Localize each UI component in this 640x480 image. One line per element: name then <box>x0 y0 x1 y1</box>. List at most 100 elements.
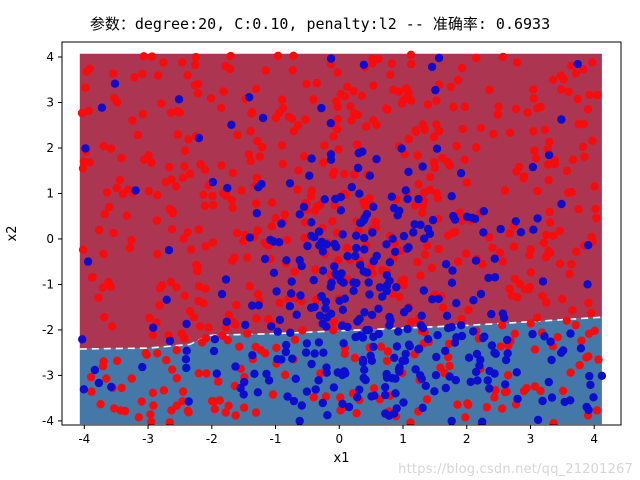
scatter-point <box>303 241 312 251</box>
scatter-point <box>384 411 394 420</box>
scatter-point <box>329 132 338 141</box>
scatter-point <box>309 393 318 402</box>
scatter-point <box>346 102 355 111</box>
scatter-point <box>556 85 566 94</box>
scatter-point <box>275 298 284 308</box>
scatter-point <box>194 133 204 143</box>
scatter-point <box>309 95 318 104</box>
scatter-point <box>398 356 407 365</box>
scatter-point <box>417 374 426 383</box>
scatter-point <box>344 402 354 412</box>
scatter-point <box>326 119 335 128</box>
scatter-point <box>505 284 514 293</box>
scatter-point <box>540 332 549 341</box>
scatter-point <box>528 162 538 172</box>
scatter-point <box>277 141 287 150</box>
scatter-point <box>382 270 391 280</box>
scatter-point <box>184 135 193 144</box>
scatter-point <box>338 399 347 409</box>
scatter-point <box>381 390 390 400</box>
scatter-point <box>336 393 345 402</box>
scatter-point <box>245 93 254 102</box>
scatter-point <box>420 250 430 259</box>
scatter-point <box>297 261 306 271</box>
scatter-point <box>529 127 538 136</box>
scatter-point <box>512 58 522 67</box>
scatter-point <box>588 136 597 145</box>
scatter-point <box>210 404 219 414</box>
scatter-point <box>550 155 559 165</box>
scatter-point <box>224 401 233 410</box>
scatter-point <box>153 71 163 80</box>
scatter-point <box>307 218 316 227</box>
scatter-point <box>201 284 210 293</box>
scatter-point <box>413 151 422 160</box>
scatter-point <box>387 192 396 201</box>
scatter-point <box>526 319 535 328</box>
scatter-point <box>277 219 286 228</box>
scatter-point <box>183 228 192 237</box>
x-axis-label: x1 <box>334 451 350 466</box>
scatter-point <box>208 177 218 187</box>
scatter-point <box>180 146 190 155</box>
scatter-point <box>441 260 451 269</box>
scatter-point <box>323 411 332 420</box>
scatter-point <box>349 87 358 96</box>
scatter-point <box>479 228 488 237</box>
scatter-point <box>401 349 410 359</box>
scatter-point <box>418 208 427 217</box>
scatter-point <box>78 335 87 344</box>
scatter-point <box>369 202 378 211</box>
scatter-point <box>149 323 158 332</box>
scatter-point <box>364 325 373 335</box>
scatter-point <box>529 225 538 234</box>
scatter-point <box>221 408 230 417</box>
scatter-point <box>194 225 203 234</box>
scatter-point <box>109 228 118 238</box>
scatter-point <box>502 387 511 396</box>
scatter-point <box>487 341 497 350</box>
scatter-point <box>267 198 277 207</box>
scatter-point <box>487 309 496 319</box>
scatter-point <box>382 104 391 113</box>
scatter-point <box>583 105 593 114</box>
scatter-point <box>326 54 336 63</box>
x-tick-label: 4 <box>590 432 598 446</box>
scatter-point <box>457 331 467 341</box>
scatter-point <box>404 88 413 98</box>
scatter-point <box>532 313 542 322</box>
scatter-point <box>475 361 484 370</box>
scatter-point <box>364 278 373 287</box>
scatter-point <box>512 368 521 377</box>
scatter-point <box>175 108 184 117</box>
scatter-point <box>425 185 435 195</box>
scatter-point <box>495 248 505 257</box>
scatter-point <box>355 331 365 340</box>
scatter-point <box>232 228 242 238</box>
scatter-point <box>353 392 362 402</box>
scatter-point <box>423 224 433 234</box>
scatter-point <box>289 127 299 136</box>
scatter-point <box>125 243 134 253</box>
scatter-point <box>193 89 203 98</box>
scatter-point <box>434 294 443 304</box>
scatter-point <box>318 266 328 275</box>
scatter-point <box>391 374 400 383</box>
scatter-point <box>222 317 231 326</box>
scatter-point <box>87 387 96 396</box>
scatter-point <box>273 51 283 60</box>
scatter-point <box>194 296 203 306</box>
scatter-point <box>473 376 482 385</box>
scatter-point <box>531 154 541 163</box>
scatter-point <box>432 189 441 198</box>
scatter-point <box>464 400 473 409</box>
scatter-point <box>588 58 597 67</box>
scatter-point <box>282 235 292 245</box>
scatter-point <box>165 204 174 214</box>
scatter-point <box>96 400 105 409</box>
scatter-point <box>191 60 200 70</box>
scatter-point <box>574 120 583 129</box>
scatter-point <box>167 225 177 234</box>
scatter-point <box>372 154 381 164</box>
scatter-point <box>178 173 188 182</box>
